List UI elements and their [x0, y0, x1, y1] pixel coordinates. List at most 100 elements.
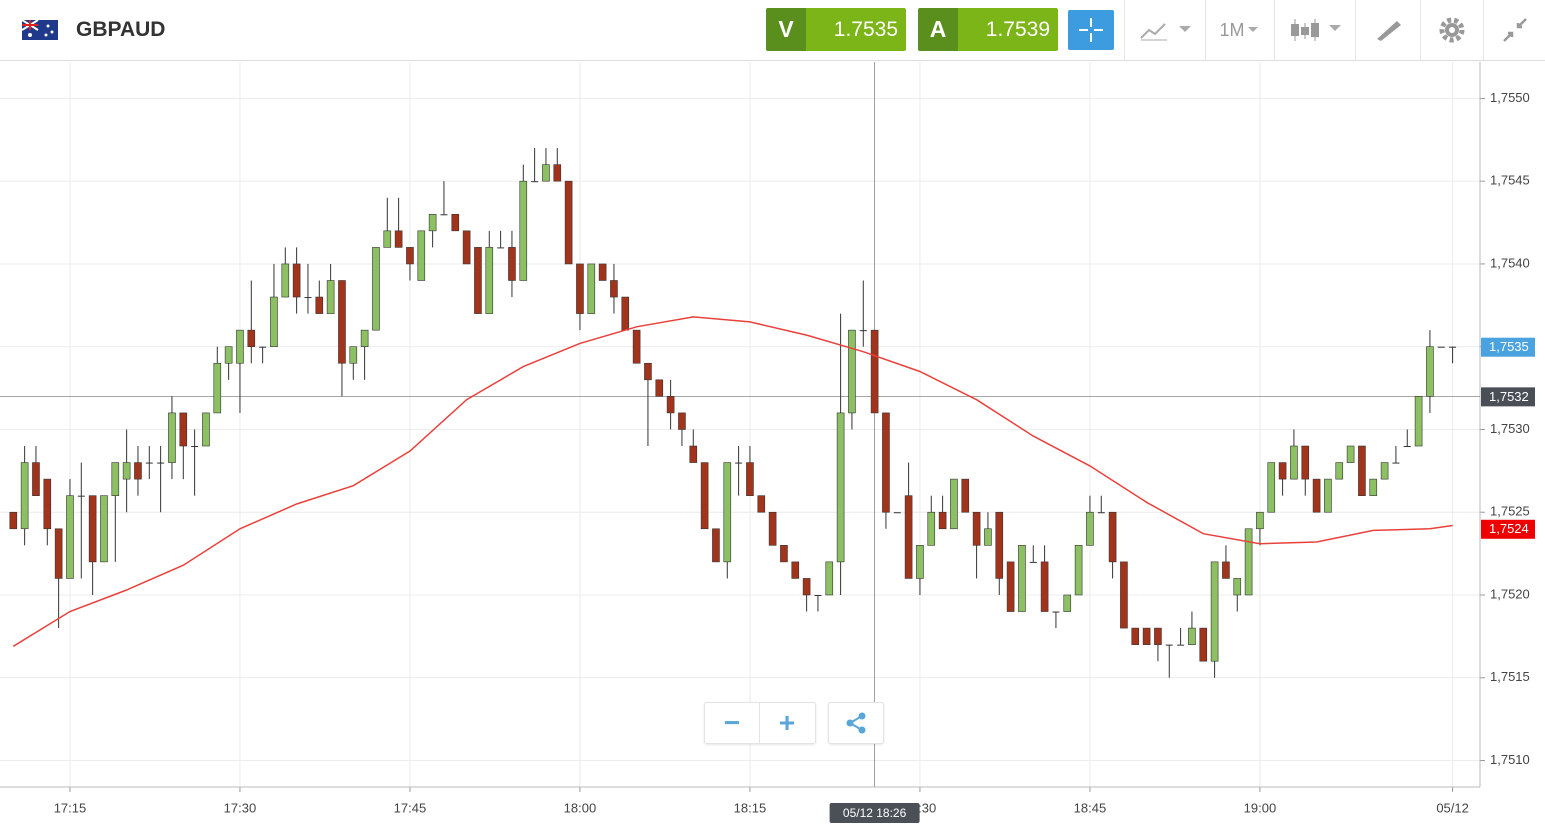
chart-type-button[interactable]	[1124, 0, 1205, 60]
collapse-button[interactable]	[1483, 0, 1545, 60]
candle-body	[88, 495, 97, 563]
candle-body	[281, 263, 290, 298]
candle-body	[938, 511, 947, 530]
candle-body	[1346, 445, 1355, 463]
candle-body	[825, 561, 834, 596]
candle-body	[349, 346, 358, 364]
x-tick-label: 17:15	[54, 800, 87, 815]
y-tick-label: 1,7545	[1490, 173, 1530, 188]
candle-body	[157, 462, 165, 464]
candle-body	[259, 346, 267, 348]
x-tick-label: 18:15	[734, 800, 767, 815]
candle-body	[1006, 561, 1015, 612]
candle-body	[984, 528, 992, 546]
zoom-out[interactable]: −	[705, 703, 760, 743]
candle-body	[950, 478, 958, 530]
candle-body	[1267, 462, 1276, 513]
candle-body	[1222, 561, 1230, 579]
candle-body	[587, 263, 596, 314]
candle-body	[292, 263, 301, 298]
candle-body	[598, 263, 607, 281]
candle-body	[224, 346, 233, 364]
candle-body	[712, 528, 720, 563]
candle-body	[497, 247, 505, 249]
candle-body	[1131, 627, 1140, 645]
candle-body	[43, 478, 52, 530]
candle-body	[904, 495, 913, 579]
y-tick-label: 1,7525	[1490, 504, 1530, 519]
candle-body	[508, 247, 516, 281]
crosshair-button[interactable]	[1068, 10, 1114, 50]
candle-body	[338, 280, 346, 364]
zoom-controls: − +	[704, 702, 816, 744]
timeframe-button[interactable]: 1M	[1205, 0, 1274, 60]
crosshair-time-label: 05/12 18:26	[843, 806, 907, 820]
candle-body	[757, 495, 766, 513]
candle-body	[666, 396, 675, 414]
candle-body	[780, 545, 788, 563]
candle-body	[1392, 462, 1400, 464]
candle-body	[1108, 511, 1117, 563]
candle-body	[564, 180, 573, 265]
candle-body	[270, 296, 278, 348]
candle-body	[1018, 545, 1026, 612]
draw-button[interactable]	[1355, 0, 1420, 60]
sell-price: 1.7535	[806, 8, 906, 51]
crosshair-time-tag	[829, 803, 920, 823]
candle-button[interactable]	[1274, 0, 1355, 60]
y-tick-label: 1,7540	[1490, 255, 1530, 270]
candle-body	[111, 462, 120, 496]
candle-body	[746, 462, 754, 496]
candle-body	[474, 247, 482, 314]
candle-body	[927, 511, 936, 546]
candle-body	[440, 214, 448, 216]
buy-price: 1.7539	[958, 8, 1058, 51]
y-tick-label: 1,7510	[1490, 752, 1530, 767]
candle-body	[961, 478, 970, 513]
candle-body	[893, 512, 901, 514]
sell-button[interactable]: V 1.7535	[766, 8, 906, 51]
candle-body	[315, 296, 324, 314]
candle-body	[519, 180, 528, 281]
candle-body	[1040, 561, 1049, 612]
zoom-in[interactable]: +	[778, 707, 796, 738]
candle-body	[122, 462, 131, 480]
candle-body	[802, 578, 811, 596]
candle-body	[9, 511, 18, 530]
candle-body	[1142, 627, 1151, 645]
price-tag	[1481, 337, 1535, 357]
candle-body	[485, 247, 494, 314]
candle-body	[995, 511, 1004, 579]
candle-body	[1210, 561, 1219, 662]
buy-button[interactable]: A 1.7539	[918, 8, 1058, 51]
candle-body	[689, 445, 698, 463]
candle-body	[1086, 511, 1094, 546]
candle-body	[531, 181, 539, 183]
candle-body	[1063, 594, 1072, 612]
candle-body	[1369, 478, 1378, 496]
candle-body	[213, 362, 222, 414]
buy-label: A	[918, 8, 958, 51]
candle-body	[1199, 627, 1208, 662]
candle-body	[394, 230, 403, 248]
settings-button[interactable]	[1420, 0, 1483, 60]
candle-body	[134, 462, 142, 480]
share-button[interactable]	[828, 702, 884, 744]
candle-body	[1437, 346, 1445, 348]
candle-body	[326, 280, 335, 314]
candle-body	[1290, 445, 1298, 480]
sell-label: V	[766, 8, 806, 51]
candle-body	[859, 330, 867, 332]
candle-body	[451, 213, 460, 232]
candle-body	[202, 412, 210, 447]
candle-body	[644, 362, 652, 381]
candle-body	[406, 247, 414, 265]
candle-body	[576, 263, 584, 314]
candle-body	[1312, 478, 1321, 513]
candle-body	[383, 230, 392, 248]
candle-body	[1335, 462, 1344, 480]
candle-body	[1403, 446, 1411, 448]
y-tick-label: 1,7520	[1490, 586, 1530, 601]
x-tick-label: 18:00	[564, 800, 597, 815]
